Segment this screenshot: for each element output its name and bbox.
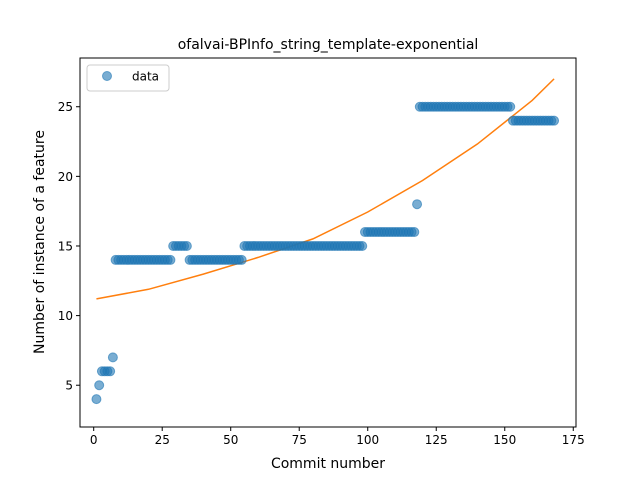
data-point (165, 254, 176, 265)
x-tick-label: 100 (356, 433, 379, 447)
x-tick-label: 150 (493, 433, 516, 447)
chart-title: ofalvai-BPInfo_string_template-exponenti… (178, 37, 479, 53)
y-tick-label: 25 (58, 100, 73, 114)
data-point (409, 227, 420, 238)
y-tick-label: 15 (58, 239, 73, 253)
x-tick-label: 125 (425, 433, 448, 447)
legend-marker-data (102, 71, 112, 81)
data-point (94, 380, 105, 391)
x-ticks: 0 25 50 75 100 125 150 175 (90, 427, 585, 447)
data-point (505, 101, 516, 112)
exponential-fit-line (96, 78, 555, 300)
plot-frame (79, 57, 577, 428)
data-point (357, 240, 368, 251)
y-tick-label: 20 (58, 170, 73, 184)
y-axis-label: Number of instance of a feature (32, 130, 48, 354)
x-tick-label: 25 (155, 433, 170, 447)
y-tick-label: 10 (58, 309, 73, 323)
legend: data (86, 64, 170, 92)
data-point (105, 366, 116, 377)
fit-line-layer (96, 78, 555, 300)
x-tick-label: 75 (292, 433, 307, 447)
x-axis-label: Commit number (271, 456, 385, 472)
x-tick-label: 50 (223, 433, 238, 447)
x-tick-label: 0 (90, 433, 98, 447)
y-tick-label: 5 (65, 379, 73, 393)
data-point (107, 352, 118, 363)
x-tick-label: 175 (562, 433, 585, 447)
data-point (236, 254, 247, 265)
legend-label-data: data (132, 70, 159, 84)
data-point (412, 199, 423, 210)
data-point (181, 240, 192, 251)
data-point (549, 115, 560, 126)
data-points-layer (91, 101, 560, 405)
y-ticks: 5 10 15 20 25 (58, 100, 80, 393)
data-point (91, 394, 102, 405)
